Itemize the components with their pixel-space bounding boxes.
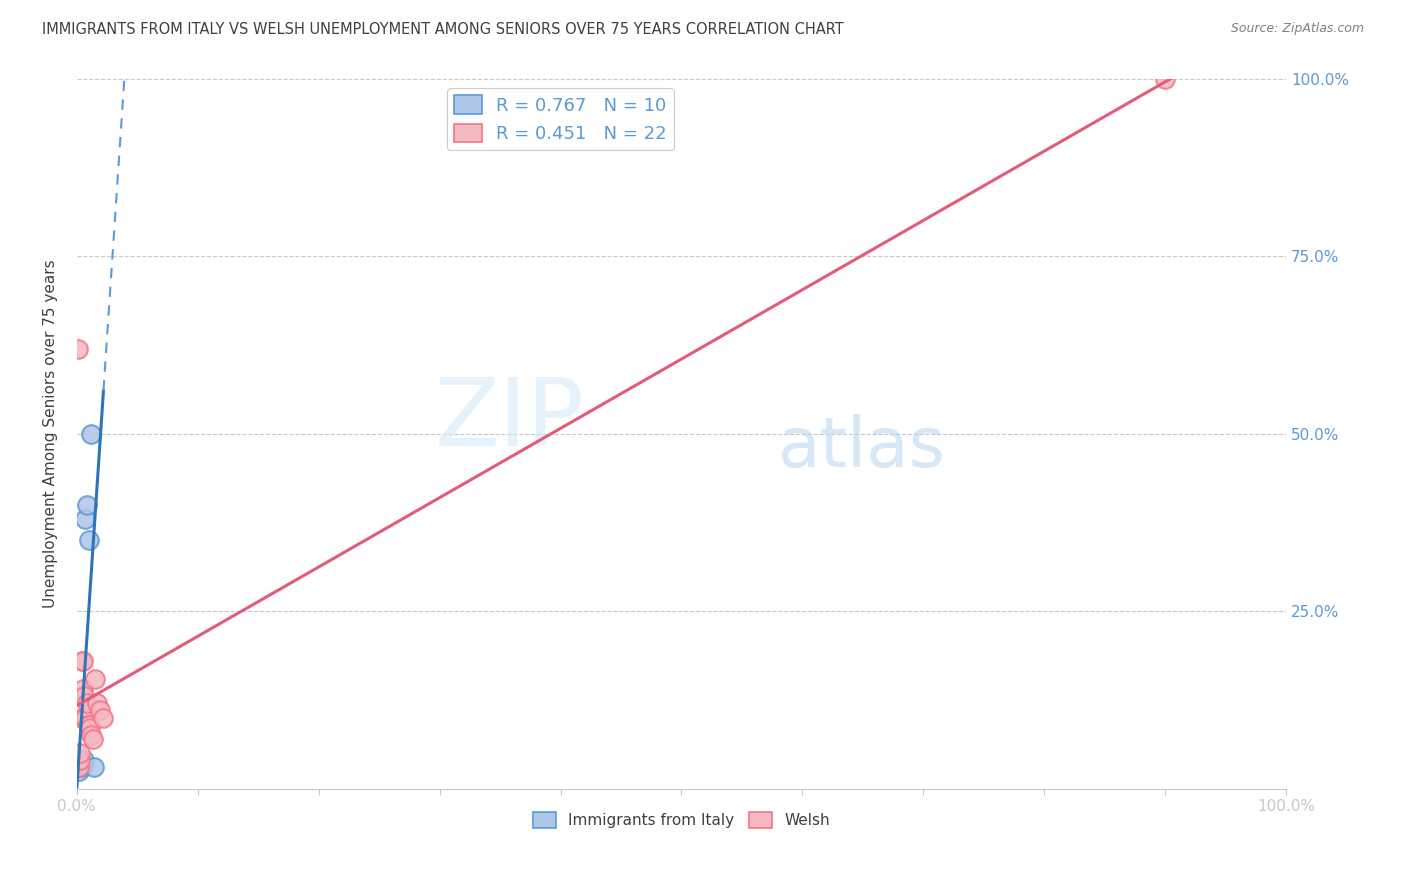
- Point: [79, 721, 101, 735]
- Text: ZIP: ZIP: [434, 374, 585, 466]
- Point: [69, 760, 91, 774]
- Point: [70, 760, 93, 774]
- Text: Source: ZipAtlas.com: Source: ZipAtlas.com: [1230, 22, 1364, 36]
- Point: [69, 746, 91, 760]
- Point: [83, 760, 105, 774]
- Point: [67, 342, 90, 356]
- Point: [76, 498, 98, 512]
- Point: [72, 654, 94, 668]
- Point: [70, 654, 93, 668]
- Point: [76, 697, 98, 711]
- Point: [67, 760, 90, 774]
- Point: [73, 753, 96, 767]
- Y-axis label: Unemployment Among Seniors over 75 years: Unemployment Among Seniors over 75 years: [44, 260, 58, 608]
- Point: [67, 753, 90, 767]
- Point: [93, 710, 115, 724]
- Text: IMMIGRANTS FROM ITALY VS WELSH UNEMPLOYMENT AMONG SENIORS OVER 75 YEARS CORRELAT: IMMIGRANTS FROM ITALY VS WELSH UNEMPLOYM…: [42, 22, 844, 37]
- Point: [73, 690, 96, 704]
- Point: [69, 753, 91, 767]
- Point: [89, 703, 111, 717]
- Point: [76, 717, 98, 731]
- Point: [80, 728, 103, 742]
- Legend: Immigrants from Italy, Welsh: Immigrants from Italy, Welsh: [527, 805, 837, 834]
- Point: [72, 756, 94, 771]
- Point: [77, 717, 100, 731]
- Point: [75, 710, 97, 724]
- Point: [80, 426, 103, 441]
- Point: [70, 710, 93, 724]
- Point: [72, 682, 94, 697]
- Point: [86, 697, 108, 711]
- Point: [82, 731, 104, 746]
- Point: [1154, 72, 1177, 87]
- Text: atlas: atlas: [778, 415, 946, 482]
- Point: [67, 764, 90, 778]
- Point: [84, 672, 107, 686]
- Point: [77, 533, 100, 548]
- Point: [75, 512, 97, 526]
